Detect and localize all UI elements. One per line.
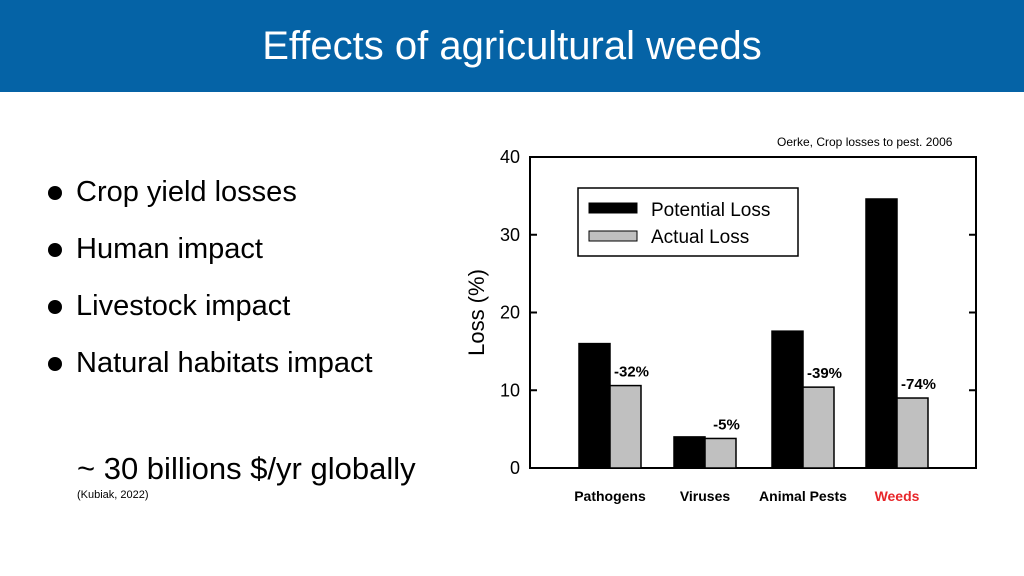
bullet-text: Livestock impact — [76, 290, 291, 322]
legend-box — [577, 187, 799, 257]
bar-potential-loss — [673, 436, 706, 469]
chart-source: Oerke, Crop losses to pest. 2006 — [777, 135, 953, 149]
x-tick-label: Pathogens — [574, 488, 646, 504]
bar-actual-loss — [609, 384, 642, 469]
bullet-item: Human impact — [48, 221, 373, 278]
legend-label-actual: Actual Loss — [651, 227, 749, 248]
bullet-dot-icon — [48, 356, 62, 371]
bullet-dot-icon — [48, 185, 62, 200]
bar-change-label: -32% — [614, 364, 649, 381]
bullet-item: Livestock impact — [48, 278, 373, 335]
y-tick-label: 30 — [500, 225, 520, 245]
legend-label-potential: Potential Loss — [651, 200, 770, 221]
y-axis-label: Loss (%) — [464, 269, 489, 356]
bullet-dot-icon — [48, 299, 62, 314]
bar-change-label: -5% — [713, 416, 740, 433]
slide-title: Effects of agricultural weeds — [262, 23, 762, 68]
bullet-dot-icon — [48, 242, 62, 257]
legend-swatch-potential — [588, 202, 638, 214]
x-tick-label: Animal Pests — [759, 488, 847, 504]
bar-actual-loss — [704, 437, 737, 469]
y-tick-label: 0 — [510, 458, 520, 478]
cost-citation: (Kubiak, 2022) — [77, 489, 149, 501]
bar-change-label: -39% — [807, 365, 842, 382]
bar-potential-loss — [771, 330, 804, 469]
title-bar: Effects of agricultural weeds — [0, 0, 1024, 92]
bar-potential-loss — [865, 198, 898, 469]
y-tick-label: 10 — [500, 380, 520, 400]
bar-actual-loss — [896, 397, 929, 469]
cost-estimate: ~ 30 billions $/yr globally — [77, 451, 416, 486]
bullet-list: Crop yield losses Human impact Livestock… — [48, 164, 373, 392]
y-tick-label: 20 — [500, 303, 520, 323]
x-tick-label: Viruses — [680, 488, 731, 504]
legend-swatch-actual — [588, 230, 638, 242]
bullet-text: Human impact — [76, 233, 263, 265]
bar-change-label: -74% — [901, 376, 936, 393]
bullet-item: Crop yield losses — [48, 164, 373, 221]
bullet-item: Natural habitats impact — [48, 335, 373, 392]
x-tick-label: Weeds — [875, 488, 920, 504]
bar-potential-loss — [578, 342, 611, 469]
bullet-text: Crop yield losses — [76, 176, 297, 208]
bar-actual-loss — [802, 386, 835, 469]
y-tick-label: 40 — [500, 147, 520, 167]
bullet-text: Natural habitats impact — [76, 347, 373, 379]
